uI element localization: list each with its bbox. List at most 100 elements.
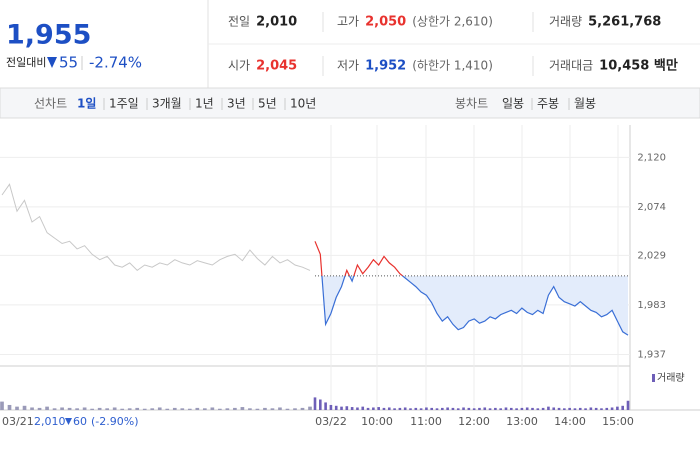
volume-bar [563, 408, 566, 410]
stat-value: 5,261,768 [588, 15, 661, 30]
change-label: 전일대비 [6, 55, 46, 69]
volume-bar [541, 407, 545, 410]
volume-bar [446, 407, 449, 410]
tab[interactable]: 1년 [195, 97, 214, 111]
volume-bar [30, 407, 34, 410]
tab[interactable]: 주봉 [537, 97, 559, 111]
volume-bar [248, 408, 252, 410]
tab[interactable]: 일봉 [502, 97, 524, 111]
stat-value: 2,010 [256, 15, 297, 30]
volume-bar [398, 407, 402, 410]
volume-bar [263, 407, 267, 410]
volume-bar [472, 408, 476, 410]
tab-bar [0, 87, 700, 119]
volume-bar [536, 408, 540, 410]
volume-bar [504, 407, 508, 410]
volume-bar [135, 407, 140, 410]
volume-bar [382, 407, 386, 410]
volume-bar [552, 407, 556, 410]
volume-bar [67, 407, 72, 410]
volume-bar [525, 407, 529, 410]
line [1, 183, 311, 272]
volume-bar [393, 408, 396, 410]
volume-bar [616, 406, 619, 410]
stat-label: 저가 [337, 59, 359, 73]
footer-change: 60 [73, 415, 87, 428]
volume-bar [293, 408, 297, 410]
volume-bar [573, 408, 577, 410]
volume-bar [45, 406, 49, 410]
volume-bar [90, 408, 94, 410]
line [314, 241, 404, 276]
volume-bar [515, 408, 518, 410]
volume-bar [218, 408, 222, 410]
volume-bar [488, 408, 492, 410]
volume-bar [494, 407, 497, 410]
volume-bar [589, 407, 593, 410]
volume-bar [255, 408, 260, 410]
volume-bar [15, 406, 19, 410]
volume-bar [240, 407, 245, 410]
volume-bar [75, 408, 79, 410]
volume-bar [605, 407, 609, 410]
volume-bar [22, 405, 27, 410]
volume-bar [210, 407, 215, 410]
stat-note: (상한가 2,610) [412, 15, 493, 29]
volume-bar [594, 407, 598, 410]
volume-bar [324, 402, 327, 410]
tab[interactable]: 3개월 [152, 97, 182, 111]
tab-label: 봉차트 [455, 97, 488, 111]
x-label: 13:00 [506, 415, 538, 428]
volume-bar [300, 407, 305, 410]
stat-label: 거래대금 [549, 59, 593, 73]
volume-bar [105, 408, 110, 410]
volume-bar [520, 407, 524, 410]
stat-value: 2,050 [365, 15, 406, 30]
volume-bar [547, 406, 550, 410]
volume-bar [150, 408, 155, 410]
volume-bar [278, 407, 282, 410]
volume-bar [350, 407, 354, 410]
x-label: 11:00 [410, 415, 442, 428]
stat-label: 고가 [337, 15, 359, 29]
legend-swatch [652, 374, 655, 382]
volume-bar [467, 407, 471, 410]
volume-bar [414, 407, 418, 410]
volume-bar [356, 407, 359, 410]
tab[interactable]: 1일 [77, 97, 96, 111]
volume-bar [456, 408, 460, 410]
volume-bar [52, 408, 57, 410]
stat-note: (하한가 1,410) [412, 59, 493, 73]
volume-bar [334, 405, 338, 410]
volume-bar [7, 404, 12, 410]
volume-bar [97, 407, 102, 410]
volume-bar [319, 399, 322, 410]
stat-label: 전일 [228, 15, 250, 29]
volume-bar [377, 407, 380, 410]
volume-bar [157, 407, 162, 410]
volume-bar [451, 407, 455, 410]
volume-bar [441, 407, 444, 410]
volume-bar [37, 407, 42, 410]
volume-bar [60, 407, 64, 410]
tab[interactable]: 1주일 [109, 97, 139, 111]
volume-bar [568, 407, 571, 410]
volume-bar [313, 397, 317, 410]
volume-bar [430, 407, 434, 410]
x-label: 14:00 [554, 415, 586, 428]
tab[interactable]: 3년 [227, 97, 246, 111]
price: 1,955 [6, 20, 91, 51]
volume-bar [0, 401, 4, 410]
volume-bar [225, 408, 230, 410]
volume-bar [409, 408, 412, 410]
volume-bar [340, 406, 343, 410]
tab[interactable]: 5년 [258, 97, 277, 111]
change-pct: -2.74% [89, 54, 142, 72]
volume-bar [531, 407, 534, 410]
tab[interactable]: 월봉 [574, 97, 596, 111]
tab[interactable]: 10년 [290, 97, 316, 111]
tab-label: 선차트 [34, 97, 67, 111]
volume-bar [462, 407, 465, 410]
volume-bar [419, 408, 423, 410]
